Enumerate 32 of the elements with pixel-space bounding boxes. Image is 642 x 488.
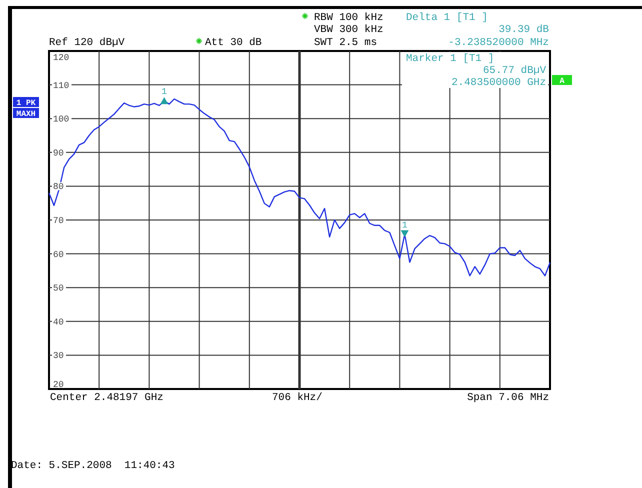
- y-tick-label: 20: [53, 380, 64, 390]
- annotation: 2.483500000 GHz: [451, 77, 546, 89]
- text: Ref 120 dBµV: [49, 37, 126, 49]
- text: SWT 2.5 ms: [314, 37, 378, 49]
- text: 706 kHz/: [272, 392, 322, 404]
- y-tick-label: 60: [53, 250, 64, 260]
- y-tick-label: 30: [53, 351, 64, 362]
- text: Delta 1 [T1 ]: [406, 12, 488, 24]
- annotation: Marker 1 [T1 ]: [406, 53, 494, 65]
- text: Center 2.48197 GHz: [50, 392, 164, 404]
- text: -3.238520000 MHz: [448, 37, 549, 49]
- y-tick-label: 100: [53, 114, 70, 125]
- annotation: 1: [162, 87, 167, 98]
- text: MAXH: [16, 110, 36, 119]
- annotation: 65.77 dBµV: [482, 65, 547, 77]
- y-tick-label: 90: [53, 148, 64, 158]
- text: Span 7.06 MHz: [467, 392, 549, 404]
- text: Att 30 dB: [205, 37, 262, 49]
- y-tick-label: 50: [53, 284, 64, 294]
- y-tick-label: 80: [53, 182, 64, 192]
- y-tick-label: 120: [53, 53, 70, 63]
- text: RBW 100 kHz: [314, 12, 384, 24]
- text: A: [560, 77, 565, 86]
- text: Date: 5.SEP.2008 11:40:43: [11, 460, 175, 472]
- annotation: 1: [402, 220, 408, 230]
- y-tick-label: 70: [53, 216, 64, 226]
- text: 39.39 dB: [498, 24, 549, 36]
- text: VBW 300 kHz: [314, 24, 384, 36]
- y-tick-label: 40: [53, 317, 64, 328]
- y-tick-label: 110: [53, 80, 70, 91]
- line-series: [48, 97, 551, 276]
- text: 1 PK: [16, 99, 36, 108]
